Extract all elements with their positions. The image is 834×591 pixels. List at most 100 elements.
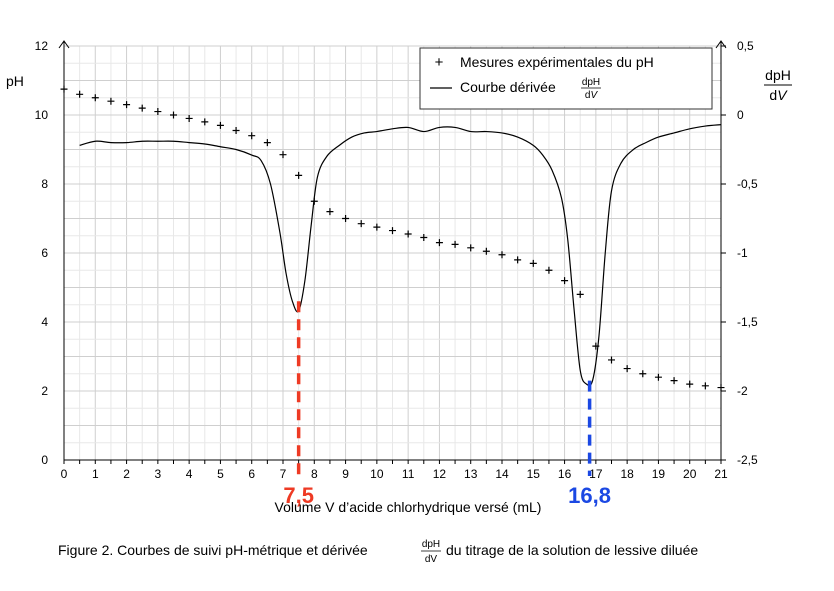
ph-measure-point: [170, 111, 177, 119]
equivalence-label: 16,8: [568, 483, 611, 508]
svg-text:Figure 2. Courbes de suivi pH-: Figure 2. Courbes de suivi pH-métrique e…: [58, 542, 368, 558]
x-tick-label: 17: [589, 467, 603, 481]
ph-measure-point: [482, 247, 490, 255]
y-left-tick-label: 2: [41, 384, 48, 398]
ph-measure-point: [107, 97, 115, 105]
ph-measure-point: [451, 240, 459, 248]
x-tick-label: 3: [155, 467, 162, 481]
y-right-tick-label: -2,5: [737, 453, 758, 467]
x-tick-label: 21: [714, 467, 728, 481]
svg-text:du titrage de la solution de l: du titrage de la solution de lessive dil…: [446, 542, 698, 558]
y-left-tick-label: 6: [41, 246, 48, 260]
y-right-tick-label: 0: [737, 108, 744, 122]
ph-measure-point: [154, 108, 162, 116]
ph-measure-point: [310, 197, 318, 205]
ph-measure-point: [263, 139, 271, 147]
y-right-tick-label: -0,5: [737, 177, 758, 191]
ph-measure-point: [623, 365, 631, 373]
ph-measure-point: [342, 215, 350, 222]
x-tick-label: 15: [527, 467, 541, 481]
ph-measure-point: [373, 223, 381, 231]
svg-text:dpH: dpH: [422, 539, 440, 550]
ph-measure-point: [201, 118, 209, 126]
x-axis-label: Volume V d’acide chlorhydrique versé (mL…: [275, 499, 542, 515]
ph-measure-point: [576, 290, 584, 298]
x-tick-label: 4: [186, 467, 193, 481]
x-tick-label: 7: [280, 467, 287, 481]
ph-measure-point: [514, 256, 522, 264]
y-left-tick-label: 4: [41, 315, 48, 329]
y-axis-left-label: pH: [6, 73, 24, 89]
ph-measure-point: [123, 101, 131, 109]
x-tick-label: 1: [92, 467, 99, 481]
ph-measure-point: [529, 259, 537, 267]
ph-measure-point: [138, 104, 146, 112]
figure-caption: Figure 2. Courbes de suivi pH-métrique e…: [58, 539, 698, 565]
x-tick-label: 0: [61, 467, 68, 481]
x-tick-label: 2: [123, 467, 130, 481]
y-left-tick-label: 12: [35, 39, 49, 53]
ph-measure-point: [404, 230, 412, 238]
legend-item-derivative: Courbe dérivée: [460, 79, 556, 95]
derivative-curve: [79, 124, 722, 387]
ph-measure-point: [295, 171, 303, 179]
ph-measure-point: [326, 208, 334, 216]
svg-text:dV: dV: [585, 90, 599, 101]
legend-marker-plus: +: [435, 54, 444, 71]
ph-measure-point: [467, 244, 475, 252]
ph-measure-point: [561, 277, 569, 285]
legend-derivative-fraction: dpH dV: [581, 77, 601, 101]
x-tick-label: 11: [402, 467, 415, 481]
ph-measure-point: [498, 251, 506, 259]
ph-measure-point: [185, 114, 193, 122]
ph-measure-point: [670, 377, 678, 385]
ph-measure-point: [592, 342, 600, 350]
ph-measure-point: [435, 239, 443, 247]
annotations: 7,5 16,8: [283, 301, 611, 508]
ph-measure-point: [608, 356, 615, 364]
ph-measure-point: [545, 266, 553, 274]
ph-measure-point: [279, 151, 287, 159]
x-tick-label: 16: [558, 467, 572, 481]
x-tick-label: 20: [683, 467, 697, 481]
svg-text:dpH: dpH: [582, 77, 600, 88]
legend-item-measures: Mesures expérimentales du pH: [460, 54, 654, 70]
series-layer: [60, 85, 725, 392]
x-tick-label: 14: [495, 467, 509, 481]
y-axis-right-label: dpH dV: [764, 67, 792, 103]
ph-measure-point: [216, 121, 224, 129]
x-tick-label: 5: [217, 467, 224, 481]
tick-labels: 0 1 2 3 4 5 6 7 8 9 10 11 12 13 14 15 16 17 18 19 20 21024681…: [35, 39, 758, 481]
ph-measure-point: [639, 370, 647, 378]
x-tick-label: 8: [311, 467, 318, 481]
svg-text:dV: dV: [769, 87, 788, 103]
ph-measure-point: [76, 90, 84, 98]
x-tick-label: 10: [370, 467, 384, 481]
y-axis-left-arrow: [58, 40, 70, 49]
grid: [63, 45, 722, 461]
ph-measure-point: [654, 373, 662, 381]
y-right-tick-label: -2: [737, 384, 748, 398]
ph-measure-point: [701, 382, 709, 390]
x-tick-label: 19: [652, 467, 666, 481]
y-left-tick-label: 8: [41, 177, 48, 191]
ph-measure-point: [248, 132, 256, 140]
y-right-tick-label: 0,5: [737, 39, 754, 53]
ph-measure-point: [232, 127, 240, 135]
ph-measure-point: [717, 384, 725, 392]
y-right-tick-label: -1,5: [737, 315, 758, 329]
y-left-tick-label: 10: [35, 108, 49, 122]
ph-measure-point: [91, 94, 99, 102]
x-tick-label: 18: [620, 467, 634, 481]
y-left-tick-label: 0: [41, 453, 48, 467]
x-tick-label: 9: [342, 467, 349, 481]
ph-measure-point: [389, 227, 396, 235]
x-tick-label: 12: [433, 467, 447, 481]
x-tick-label: 6: [248, 467, 255, 481]
caption-fraction: dpH dV: [421, 539, 441, 565]
svg-text:dV: dV: [425, 554, 438, 565]
y-right-tick-label: -1: [737, 246, 748, 260]
x-tick-label: 13: [464, 467, 478, 481]
ph-measure-point: [357, 220, 365, 228]
